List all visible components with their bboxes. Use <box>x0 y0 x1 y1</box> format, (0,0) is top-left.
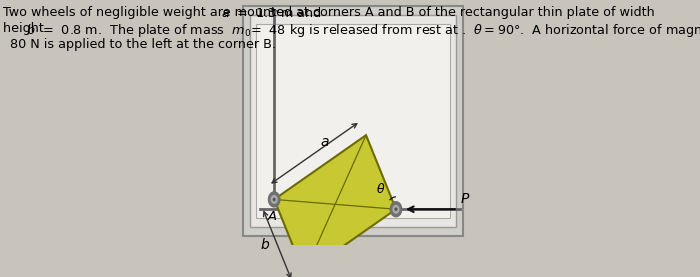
Circle shape <box>269 192 280 207</box>
Bar <box>250 15 456 227</box>
Circle shape <box>395 208 397 210</box>
Circle shape <box>272 196 277 203</box>
Text: $a$: $a$ <box>320 135 329 149</box>
Text: Two wheels of negligible weight are mounted at corners A and B of the rectangula: Two wheels of negligible weight are moun… <box>4 6 663 19</box>
Text: $b$  =  0.8 m.  The plate of mass  $m_0$=  48 kg is released from rest at .  $\t: $b$ = 0.8 m. The plate of mass $m_0$= 48… <box>25 22 700 39</box>
Circle shape <box>393 206 399 213</box>
Text: $\theta$: $\theta$ <box>377 182 386 196</box>
Text: 80 N is applied to the left at the corner B.: 80 N is applied to the left at the corne… <box>10 38 276 51</box>
Text: $P$: $P$ <box>461 192 470 206</box>
Bar <box>243 6 463 236</box>
Text: $a$  =  1.3 m and: $a$ = 1.3 m and <box>221 6 322 20</box>
Bar <box>256 24 449 218</box>
Polygon shape <box>274 135 396 273</box>
Text: height: height <box>4 22 52 35</box>
Circle shape <box>391 202 402 217</box>
Text: $b$: $b$ <box>260 237 271 252</box>
Text: A: A <box>267 211 276 224</box>
Circle shape <box>273 198 275 201</box>
